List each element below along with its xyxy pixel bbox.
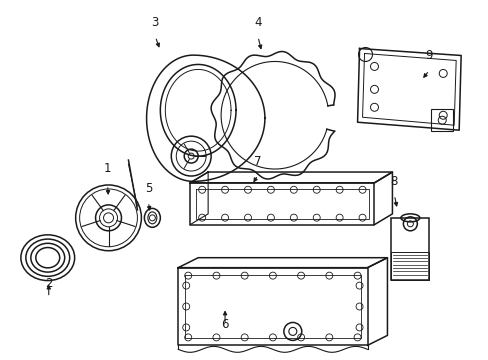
Text: 4: 4 — [254, 15, 261, 28]
Text: 5: 5 — [144, 182, 152, 195]
Text: 8: 8 — [390, 175, 397, 188]
Text: 7: 7 — [254, 155, 261, 168]
Text: 9: 9 — [425, 49, 432, 62]
Bar — [390, 218, 428, 280]
Text: 6: 6 — [221, 318, 228, 332]
Text: 2: 2 — [45, 276, 52, 289]
Bar — [430, 109, 452, 131]
Text: 3: 3 — [151, 15, 159, 28]
Text: 1: 1 — [103, 162, 111, 175]
Bar — [390, 252, 428, 280]
